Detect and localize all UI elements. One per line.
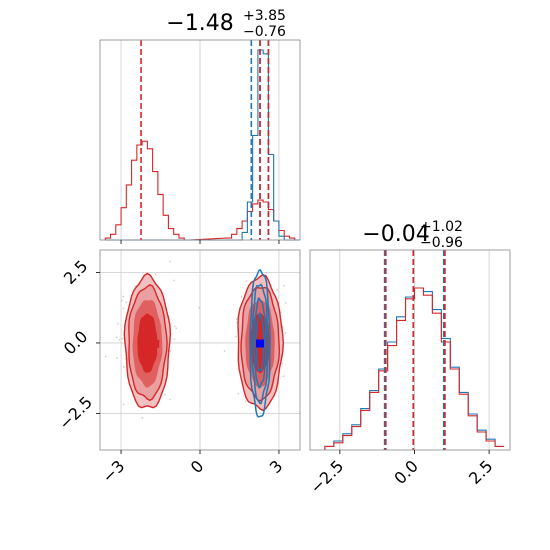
p3-sample-point [283,284,285,287]
p3-sample-point [265,271,268,274]
p3-sample-point [223,350,226,353]
p1-title-sup: +3.85 [243,8,286,24]
p2-xtick-label: 0.0 [390,456,421,487]
p3-sample-point [118,338,121,341]
p3-peak-marker [151,339,160,348]
p3-sample-point [116,356,118,359]
p3-sample-point [307,342,309,344]
p3-blue-contour [253,297,267,389]
p3-sample-point [284,301,287,304]
p3-xtick-label: −3 [98,456,128,486]
p3-contours [104,260,309,467]
p3-sample-point [173,279,175,282]
p3-sample-point [175,327,178,330]
p2-title-sup: +1.02 [420,219,463,235]
p3-sample-point [244,400,247,403]
p3-blue-contour [249,268,271,418]
p3-sample-point [237,392,240,395]
p3-xtick-label: 0 [187,456,208,477]
p3-ytick-label: −2.5 [55,393,96,434]
p2-ticks: −2.5 0.0 2.5 [306,450,497,497]
p3-sample-point [122,295,125,298]
p2-title-sub: −0.96 [420,235,463,251]
p1-red-histogram [104,140,300,241]
p3-sample-point [154,273,157,276]
p3-peak-marker [140,338,149,347]
p1-histograms [104,49,300,241]
p1-blue-histogram [105,49,300,241]
p2-xtick-label: 2.5 [465,456,496,487]
p2-frame [309,249,511,451]
p3-red-contour-line [240,286,281,402]
p3-sample-point [120,299,123,302]
p3-sample-point [134,285,136,288]
p2-quantile-lines [383,250,446,450]
p3-sample-point [245,280,247,283]
p3-sample-point [122,366,125,368]
p3-sample-point [169,398,171,401]
p3-sample-point [169,260,171,263]
p3-sample-point [235,318,238,321]
p1-ticks [120,240,280,244]
p2-histograms [324,287,505,450]
marginal-panel-param-1: −1.48 +3.85 −0.76 [99,8,301,244]
p2-title: −0.04 [362,222,429,247]
p3-sample-point [240,296,243,298]
p3-xtick-label: 3 [266,456,287,477]
p1-title-sub: −0.76 [243,24,286,40]
p3-sample-point [116,322,119,325]
p2-xtick-label: −2.5 [306,456,347,497]
p1-gridlines [120,40,280,240]
p3-sample-point [122,403,125,406]
p3-sample-point [284,332,287,335]
p3-sample-point [255,465,257,467]
p1-quantile-lines [140,40,270,240]
p3-sample-point [282,375,285,378]
p3-sample-point [169,350,172,353]
p3-ytick-label: 0.0 [60,327,91,358]
p2-gridlines [339,250,490,450]
joint-panel: −3 0 3 −2.5 0.0 2.5 [55,249,309,487]
p2-red-histogram [324,287,505,450]
p3-sample-point [173,325,176,328]
p3-ytick-label: 2.5 [60,256,91,287]
p3-blue-contour [251,283,269,405]
p3-sample-point [104,355,107,358]
p3-sample-point [173,338,176,340]
marginal-panel-param-2: −2.5 0.0 2.5 −0.04 +1.02 −0.96 [306,219,511,497]
p3-peak-marker [256,339,264,348]
p3-sample-point [122,307,125,310]
p3-sample-point [125,301,128,304]
p3-sample-point [198,306,201,309]
p3-sample-point [141,417,144,419]
p3-sample-point [121,337,124,340]
p1-title: −1.48 [166,11,233,36]
p3-sample-point [276,289,279,291]
p3-sample-point [281,362,284,365]
p3-red-contour-line [128,284,168,402]
p3-sample-point [124,357,127,360]
p3-sample-point [164,393,166,396]
p3-sample-point [234,335,237,338]
p3-sample-point [115,336,118,339]
